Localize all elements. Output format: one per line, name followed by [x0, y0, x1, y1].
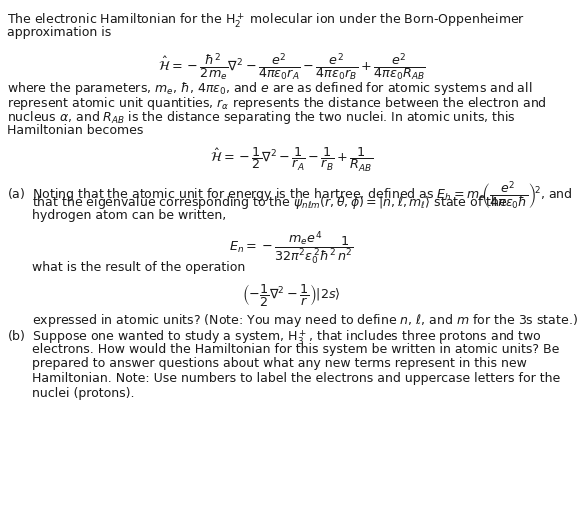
Text: represent atomic unit quantities, $r_\alpha$ represents the distance between the: represent atomic unit quantities, $r_\al…: [7, 95, 547, 111]
Text: what is the result of the operation: what is the result of the operation: [32, 261, 245, 274]
Text: (b)  Suppose one wanted to study a system, $\mathrm{H_3^+}$, that includes three: (b) Suppose one wanted to study a system…: [7, 328, 542, 347]
Text: Hamiltonian. Note: Use numbers to label the electrons and uppercase letters for : Hamiltonian. Note: Use numbers to label …: [32, 372, 560, 385]
Text: where the parameters, $m_e$, $\hbar$, $4\pi\epsilon_0$, and $e$ are as defined f: where the parameters, $m_e$, $\hbar$, $4…: [7, 80, 532, 97]
Text: $\hat{\mathcal{H}} = -\dfrac{\hbar^2}{2m_e}\nabla^2 - \dfrac{e^2}{4\pi\epsilon_0: $\hat{\mathcal{H}} = -\dfrac{\hbar^2}{2m…: [157, 51, 426, 82]
Text: $\left(-\dfrac{1}{2}\nabla^2 - \dfrac{1}{r}\right)|2s\rangle$: $\left(-\dfrac{1}{2}\nabla^2 - \dfrac{1}…: [242, 282, 341, 308]
Text: $E_n = -\dfrac{m_e e^4}{32\pi^2\epsilon_0^{\,2}\hbar^2}\dfrac{1}{n^2}$: $E_n = -\dfrac{m_e e^4}{32\pi^2\epsilon_…: [229, 230, 354, 267]
Text: prepared to answer questions about what any new terms represent in this new: prepared to answer questions about what …: [32, 357, 527, 371]
Text: approximation is: approximation is: [7, 26, 111, 40]
Text: that the eigenvalue corresponding to the $\psi_{n\ell m}(r,\theta,\phi) = |n,\el: that the eigenvalue corresponding to the…: [32, 194, 507, 211]
Text: nucleus $\alpha$, and $R_{AB}$ is the distance separating the two nuclei. In ato: nucleus $\alpha$, and $R_{AB}$ is the di…: [7, 109, 516, 126]
Text: Hamiltonian becomes: Hamiltonian becomes: [7, 124, 143, 137]
Text: $\hat{\mathcal{H}} = -\dfrac{1}{2}\nabla^2 - \dfrac{1}{r_A} - \dfrac{1}{r_B} + \: $\hat{\mathcal{H}} = -\dfrac{1}{2}\nabla…: [210, 146, 373, 174]
Text: expressed in atomic units? (Note: You may need to define $n$, $\ell$, and $m$ fo: expressed in atomic units? (Note: You ma…: [32, 312, 578, 328]
Text: electrons. How would the Hamiltonian for this system be written in atomic units?: electrons. How would the Hamiltonian for…: [32, 343, 560, 356]
Text: The electronic Hamiltonian for the $\mathrm{H_2^+}$ molecular ion under the Born: The electronic Hamiltonian for the $\mat…: [7, 11, 525, 30]
Text: (a)  Noting that the atomic unit for energy is the hartree, defined as $E_h = m_: (a) Noting that the atomic unit for ener…: [7, 179, 573, 212]
Text: hydrogen atom can be written,: hydrogen atom can be written,: [32, 209, 226, 222]
Text: nuclei (protons).: nuclei (protons).: [32, 387, 135, 400]
